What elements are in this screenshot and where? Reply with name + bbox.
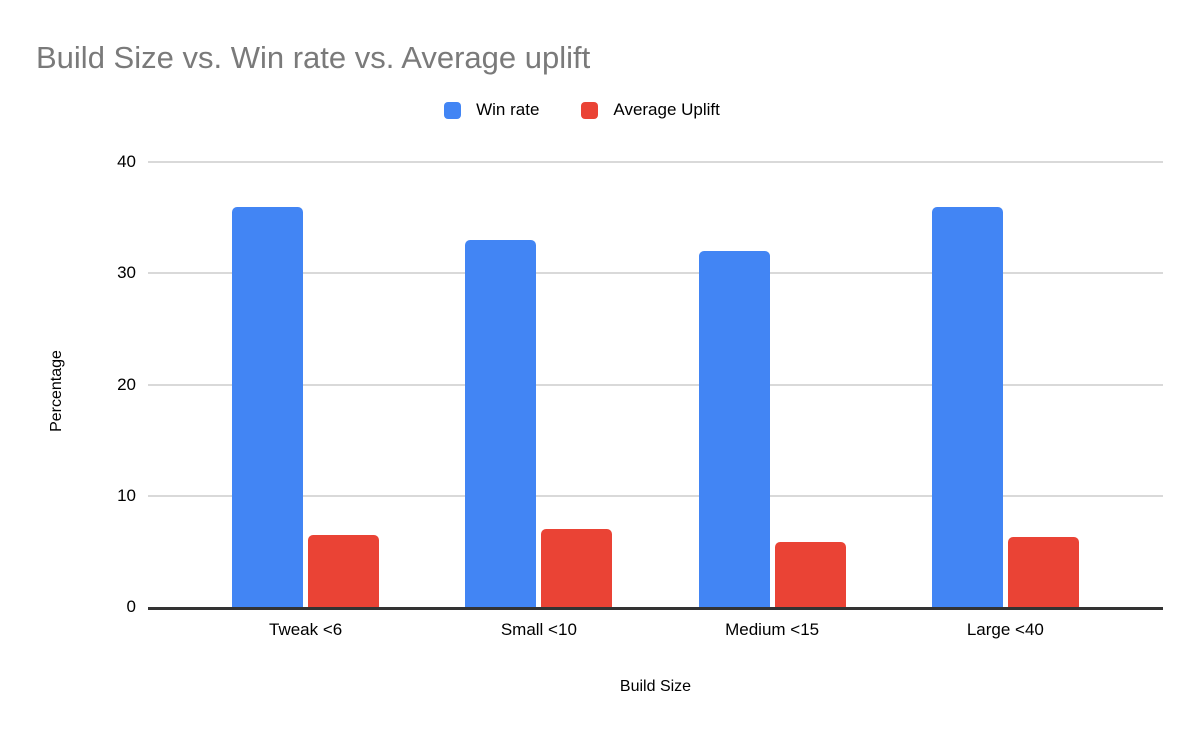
legend-item-win-rate[interactable]: Win rate xyxy=(444,100,539,120)
gridline-40 xyxy=(148,161,1163,163)
legend-item-average-uplift[interactable]: Average Uplift xyxy=(581,100,720,120)
win-rate-legend-swatch xyxy=(444,101,462,119)
x-category-label-tweak-6: Tweak <6 xyxy=(269,620,343,639)
y-axis-title: Percentage xyxy=(48,350,65,432)
x-axis-title: Build Size xyxy=(619,678,692,695)
y-tick-label-40: 40 xyxy=(117,152,136,171)
chart-title: Build Size vs. Win rate vs. Average upli… xyxy=(36,40,591,75)
legend: Win rate Average Uplift xyxy=(0,100,1164,120)
legend-label-win-rate: Win rate xyxy=(476,100,540,119)
x-category-label-large-40: Large <40 xyxy=(966,620,1044,639)
bar-win-rate-small-10[interactable] xyxy=(465,239,537,607)
y-tick-label-0: 0 xyxy=(126,597,136,616)
legend-label-average-uplift: Average Uplift xyxy=(613,100,720,119)
x-category-label-small-10: Small <10 xyxy=(500,620,577,639)
y-tick-label-10: 10 xyxy=(117,485,136,505)
bar-average-uplift-medium-15[interactable] xyxy=(774,542,846,607)
gridline-30 xyxy=(148,272,1163,275)
average-uplift-legend-swatch xyxy=(581,101,599,119)
bar-average-uplift-small-10[interactable] xyxy=(541,529,613,607)
bar-win-rate-tweak-6[interactable] xyxy=(232,206,304,607)
x-category-label-medium-15: Medium <15 xyxy=(725,620,820,639)
y-tick-label-20: 20 xyxy=(117,374,136,394)
bar-average-uplift-tweak-6[interactable] xyxy=(308,534,380,607)
plot-area xyxy=(148,161,1163,610)
bar-win-rate-large-40[interactable] xyxy=(931,206,1003,607)
y-tick-label-30: 30 xyxy=(117,263,136,283)
gridline-10 xyxy=(148,494,1163,497)
gridline-20 xyxy=(148,383,1163,386)
bar-win-rate-medium-15[interactable] xyxy=(698,251,770,607)
bar-average-uplift-large-40[interactable] xyxy=(1007,536,1079,607)
